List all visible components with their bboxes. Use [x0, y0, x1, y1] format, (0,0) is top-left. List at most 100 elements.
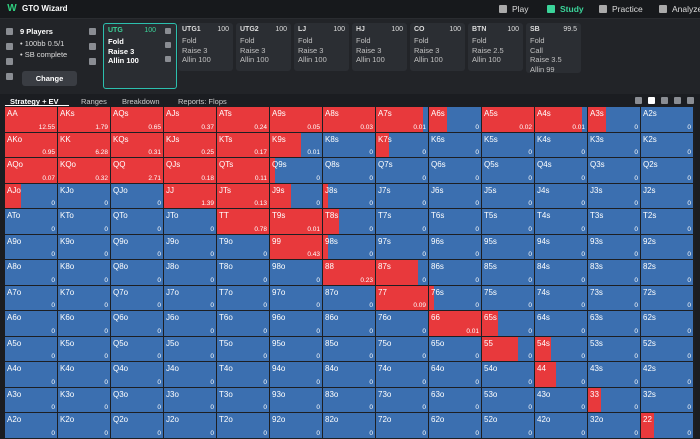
hand-cell[interactable]: T7s 0	[376, 209, 428, 234]
hand-cell[interactable]: K9s 0.01	[270, 132, 322, 157]
hand-cell[interactable]: QJo 0	[111, 183, 163, 208]
hand-cell[interactable]: 82o 0	[323, 413, 375, 438]
hand-cell[interactable]: 74s 0	[535, 285, 587, 310]
hand-cell[interactable]: T5o 0	[217, 336, 269, 361]
hand-cell[interactable]: J2o 0	[164, 413, 216, 438]
hand-cell[interactable]: Q2s 0	[641, 158, 693, 183]
hand-cell[interactable]: Q4s 0	[535, 158, 587, 183]
hand-cell[interactable]: 77 0.09	[376, 285, 428, 310]
hand-cell[interactable]: 32o 0	[588, 413, 640, 438]
hand-cell[interactable]: J8s 0	[323, 183, 375, 208]
hand-cell[interactable]: KJo 0	[58, 183, 110, 208]
hand-cell[interactable]: 95s 0	[482, 234, 534, 259]
hand-cell[interactable]: 54s 0	[535, 336, 587, 361]
action[interactable]: Raise 2.5	[472, 45, 504, 55]
hand-cell[interactable]: 72s 0	[641, 285, 693, 310]
hand-cell[interactable]: KJs 0.25	[164, 132, 216, 157]
action[interactable]: Allin 100	[182, 55, 211, 64]
icon[interactable]	[165, 28, 171, 34]
tab[interactable]: Strategy + EV	[10, 97, 59, 106]
hand-cell[interactable]: Q8o 0	[111, 260, 163, 285]
hand-cell[interactable]: J6o 0	[164, 311, 216, 336]
position-card[interactable]: HJ 100 Fold Raise 3 Allin 100	[352, 23, 407, 71]
icon[interactable]	[687, 97, 694, 104]
action[interactable]: Allin 100	[298, 55, 327, 64]
hand-cell[interactable]: QTs 0.11	[217, 158, 269, 183]
position-card[interactable]: UTG1 100 Fold Raise 3 Allin 100	[178, 23, 233, 71]
hand-cell[interactable]: K6o 0	[58, 311, 110, 336]
hand-cell[interactable]: 43o 0	[535, 387, 587, 412]
hand-cell[interactable]: T6s 0	[429, 209, 481, 234]
hand-cell[interactable]: 72o 0	[376, 413, 428, 438]
hand-cell[interactable]: T9s 0.01	[270, 209, 322, 234]
app-title[interactable]: GTO Wizard	[22, 4, 68, 13]
tab[interactable]: Reports: Flops	[178, 97, 227, 106]
icon[interactable]	[661, 97, 668, 104]
hand-cell[interactable]: 94s 0	[535, 234, 587, 259]
hand-cell[interactable]: QJs 0.18	[164, 158, 216, 183]
action[interactable]: Fold	[240, 36, 255, 45]
hand-cell[interactable]: 76o 0	[376, 311, 428, 336]
hand-cell[interactable]: 64o 0	[429, 362, 481, 387]
hand-cell[interactable]: A4s 0.01	[535, 107, 587, 132]
hand-cell[interactable]: 62o 0	[429, 413, 481, 438]
hand-cell[interactable]: 98o 0	[270, 260, 322, 285]
hand-cell[interactable]: 42o 0	[535, 413, 587, 438]
hand-cell[interactable]: Q4o 0	[111, 362, 163, 387]
hand-cell[interactable]: 52o 0	[482, 413, 534, 438]
hand-cell[interactable]: 74o 0	[376, 362, 428, 387]
hand-cell[interactable]: A6o 0	[5, 311, 57, 336]
hand-cell[interactable]: T8o 0	[217, 260, 269, 285]
hand-cell[interactable]: 84o 0	[323, 362, 375, 387]
hand-cell[interactable]: Q5o 0	[111, 336, 163, 361]
hand-cell[interactable]: A7s 0.01	[376, 107, 428, 132]
hand-cell[interactable]: 86s 0	[429, 260, 481, 285]
hand-cell[interactable]: 53o 0	[482, 387, 534, 412]
nav-item[interactable]: Practice	[612, 4, 643, 14]
hand-cell[interactable]: KQs 0.31	[111, 132, 163, 157]
hand-cell[interactable]: 73s 0	[588, 285, 640, 310]
icon[interactable]	[6, 28, 13, 35]
logo[interactable]: W	[6, 3, 18, 15]
hand-cell[interactable]: K8s 0	[323, 132, 375, 157]
hand-cell[interactable]: A2s 0	[641, 107, 693, 132]
hand-cell[interactable]: A4o 0	[5, 362, 57, 387]
action[interactable]: Allin 100	[472, 55, 501, 64]
hand-cell[interactable]: A2o 0	[5, 413, 57, 438]
action[interactable]: Raise 3	[182, 45, 208, 55]
hand-cell[interactable]: K7s 0	[376, 132, 428, 157]
hand-cell[interactable]: 76s 0	[429, 285, 481, 310]
hand-cell[interactable]: J3o 0	[164, 387, 216, 412]
icon[interactable]	[6, 43, 13, 50]
hand-cell[interactable]: 96s 0	[429, 234, 481, 259]
hand-cell[interactable]: J6s 0	[429, 183, 481, 208]
hand-cell[interactable]: A8o 0	[5, 260, 57, 285]
hand-cell[interactable]: 95o 0	[270, 336, 322, 361]
hand-cell[interactable]: 22 0	[641, 413, 693, 438]
hand-cell[interactable]: ATs 0.24	[217, 107, 269, 132]
hand-cell[interactable]: Q2o 0	[111, 413, 163, 438]
hand-cell[interactable]: T6o 0	[217, 311, 269, 336]
action[interactable]: Fold	[472, 36, 487, 45]
hand-cell[interactable]: T2o 0	[217, 413, 269, 438]
action[interactable]: Raise 3	[108, 46, 135, 56]
hand-cell[interactable]: T4s 0	[535, 209, 587, 234]
position-card[interactable]: CO 100 Fold Raise 3 Allin 100	[410, 23, 465, 71]
nav-item[interactable]: Study	[560, 4, 584, 14]
hand-cell[interactable]: T3s 0	[588, 209, 640, 234]
hand-cell[interactable]: A8s 0.03	[323, 107, 375, 132]
nav-item[interactable]: Play	[512, 4, 529, 14]
hand-cell[interactable]: T4o 0	[217, 362, 269, 387]
hand-cell[interactable]: 52s 0	[641, 336, 693, 361]
hand-cell[interactable]: Q7s 0	[376, 158, 428, 183]
hand-cell[interactable]: 54o 0	[482, 362, 534, 387]
hand-cell[interactable]: A5s 0.02	[482, 107, 534, 132]
hand-cell[interactable]: Q5s 0	[482, 158, 534, 183]
hand-cell[interactable]: K3s 0	[588, 132, 640, 157]
position-card[interactable]: UTG2 100 Fold Raise 3 Allin 100	[236, 23, 291, 71]
hand-cell[interactable]: Q3o 0	[111, 387, 163, 412]
action[interactable]: Raise 3	[414, 45, 440, 55]
hand-cell[interactable]: J2s 0	[641, 183, 693, 208]
hand-cell[interactable]: KQo 0.32	[58, 158, 110, 183]
hand-cell[interactable]: K8o 0	[58, 260, 110, 285]
